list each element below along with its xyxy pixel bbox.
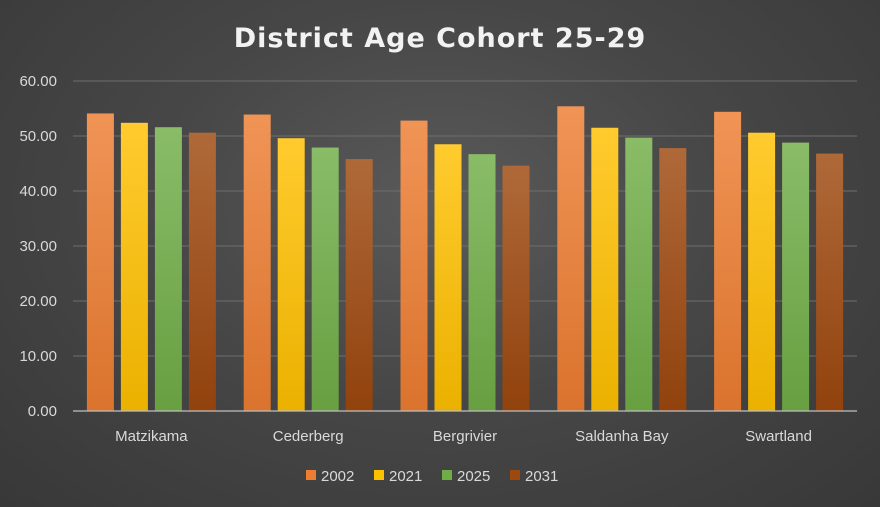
x-category-label: Saldanha Bay (575, 428, 669, 445)
bar-2025-bergrivier (468, 154, 496, 411)
bar-2002-cederberg (243, 114, 271, 412)
bar-2025-cederberg (311, 147, 339, 412)
legend-label-2025: 2025 (457, 468, 490, 485)
y-tick-label: 60.00 (19, 73, 57, 90)
legend-swatch-2002 (306, 470, 316, 480)
bar-2021-cederberg (277, 138, 305, 411)
y-tick-label: 30.00 (19, 238, 57, 255)
legend-swatch-2025 (442, 470, 452, 480)
x-category-label: Swartland (745, 428, 812, 445)
x-category-label: Bergrivier (433, 428, 497, 445)
x-category-label: Cederberg (273, 428, 344, 445)
bar-2031-saldanha-bay (659, 148, 687, 411)
bar-2002-saldanha-bay (557, 106, 585, 412)
bar-2021-bergrivier (434, 144, 462, 411)
bar-2021-matzikama (120, 122, 148, 412)
legend-label-2031: 2031 (525, 468, 558, 485)
bar-2002-bergrivier (400, 120, 428, 411)
bar-2031-bergrivier (502, 165, 530, 411)
chart-title: District Age Cohort 25-29 (234, 23, 647, 54)
bar-2031-swartland (816, 153, 844, 411)
legend-label-2002: 2002 (321, 468, 354, 485)
y-axis-ticks: 0.00 10.00 20.00 30.00 40.00 50.00 60.00 (19, 73, 57, 420)
bar-2031-matzikama (188, 132, 216, 411)
y-tick-label: 20.00 (19, 293, 57, 310)
bar-2031-cederberg (345, 159, 373, 411)
y-tick-label: 10.00 (19, 348, 57, 365)
bar-2002-swartland (714, 111, 742, 412)
legend-swatch-2021 (374, 470, 384, 480)
y-tick-label: 40.00 (19, 183, 57, 200)
bar-2025-saldanha-bay (625, 137, 653, 411)
legend: 2002 2021 2025 2031 (306, 468, 558, 485)
bar-2025-swartland (782, 142, 810, 411)
bar-2021-saldanha-bay (591, 127, 619, 411)
x-category-label: Matzikama (115, 428, 188, 445)
legend-label-2021: 2021 (389, 468, 422, 485)
legend-swatch-2031 (510, 470, 520, 480)
y-tick-label: 0.00 (28, 403, 57, 420)
bar-2002-matzikama (86, 113, 114, 411)
x-axis-categories: Matzikama Cederberg Bergrivier Saldanha Bay… (115, 428, 812, 445)
bars (86, 106, 844, 412)
bar-2025-matzikama (154, 127, 182, 411)
y-tick-label: 50.00 (19, 128, 57, 145)
bar-2021-swartland (748, 132, 776, 411)
